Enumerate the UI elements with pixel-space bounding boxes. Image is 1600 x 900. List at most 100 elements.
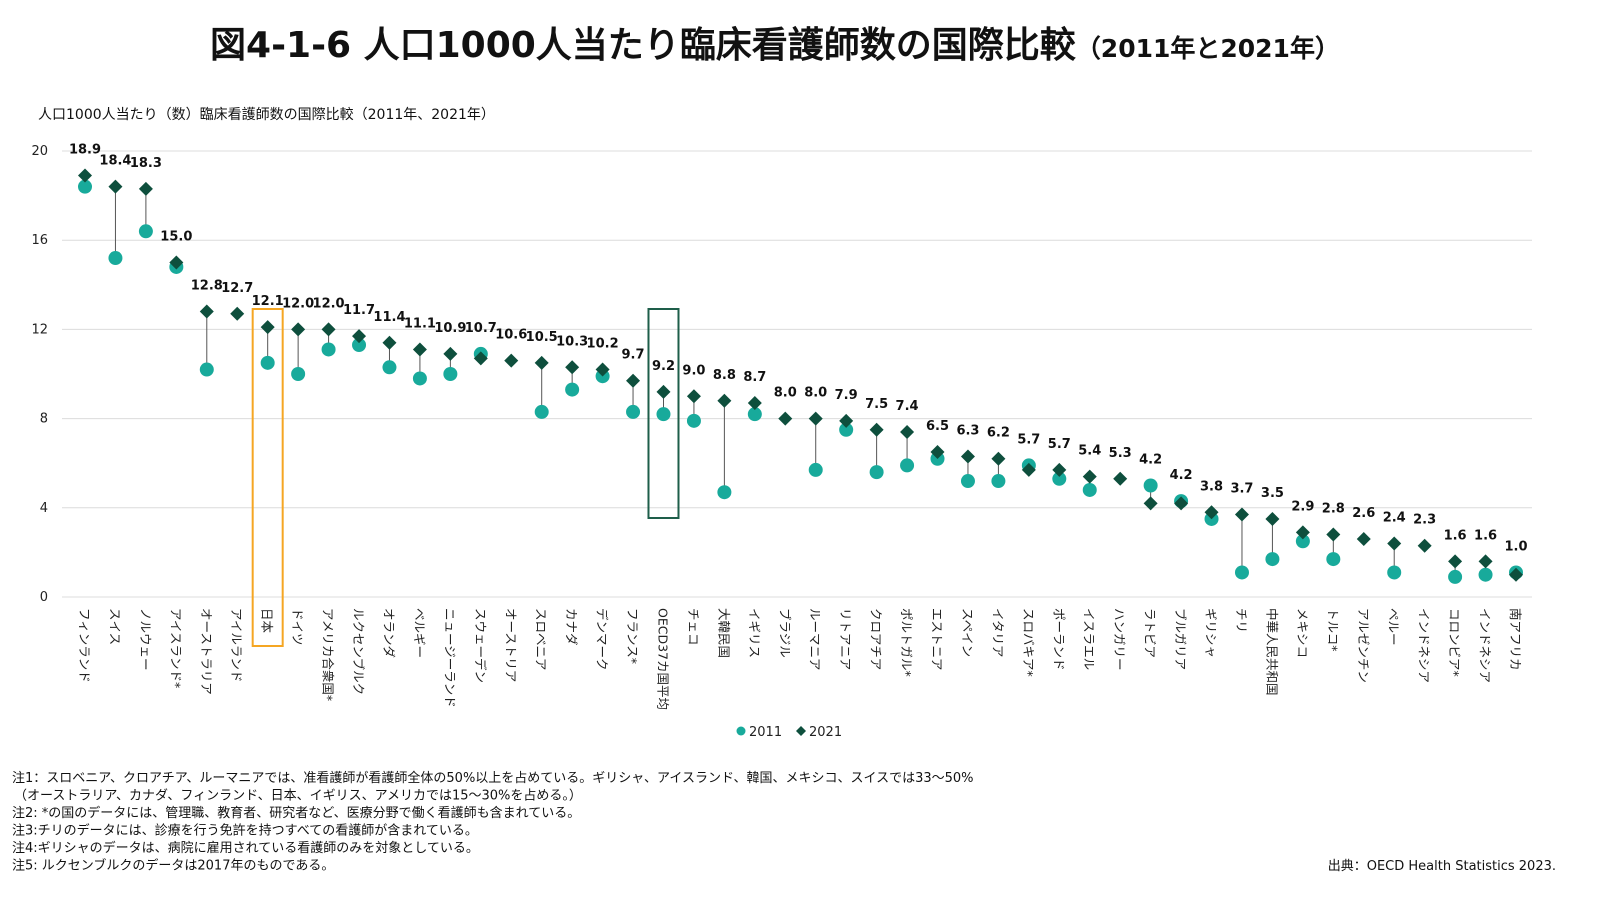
y-tick-label: 8 — [40, 412, 48, 427]
x-tick-label: イタリア — [990, 608, 1005, 658]
diamond-2021 — [321, 322, 336, 337]
x-tick-label: 大韓民国 — [716, 608, 731, 658]
x-tick-label: オーストラリア — [199, 608, 214, 695]
diamond-2021 — [1143, 496, 1158, 511]
value-label: 10.7 — [465, 321, 497, 336]
diamond-2021 — [717, 393, 732, 408]
x-tick-label: ポーランド — [1051, 608, 1066, 671]
diamond-2021 — [1234, 507, 1249, 522]
chart-title-group: 図4-1-6 人口1000人当たり臨床看護師数の国際比較（2011年と2021年… — [210, 25, 1340, 66]
diamond-2021 — [565, 360, 580, 375]
value-label: 7.5 — [865, 397, 888, 412]
dot-2011 — [321, 342, 336, 357]
value-label: 9.7 — [622, 348, 645, 363]
dot-2011 — [291, 367, 306, 381]
value-label: 5.3 — [1109, 446, 1132, 461]
x-tick-label: ブルガリア — [1173, 608, 1188, 670]
x-tick-label: ブラジル — [777, 608, 792, 658]
value-label: 3.5 — [1261, 486, 1284, 501]
x-tick-label: アイスランド* — [168, 608, 183, 688]
diamond-2021 — [808, 411, 823, 426]
value-label: 2.9 — [1291, 499, 1314, 514]
diamond-2021 — [1448, 554, 1463, 569]
x-tick-label: インドネシア — [1478, 608, 1493, 683]
diamond-2021 — [1265, 511, 1280, 526]
value-label: 3.7 — [1230, 481, 1253, 496]
value-label: 10.6 — [495, 328, 527, 343]
value-label: 8.0 — [804, 386, 827, 401]
dot-2011 — [626, 404, 641, 419]
diamond-2021 — [352, 329, 367, 344]
x-tick-label: スイス — [107, 608, 122, 645]
value-label: 18.9 — [69, 143, 101, 158]
dot-2011 — [1448, 569, 1463, 584]
diamond-2021 — [656, 384, 671, 399]
diamond-2021 — [260, 320, 275, 335]
chart-subtitle: 人口1000人当たり（数）臨床看護師数の国際比較（2011年、2021年） — [38, 107, 495, 123]
y-tick-label: 16 — [31, 233, 48, 248]
x-tick-label: 中華人民共和国 — [1264, 608, 1279, 696]
x-tick-label: チリ — [1234, 608, 1249, 633]
diamond-2021 — [1052, 462, 1067, 477]
dot-2011 — [1082, 482, 1097, 497]
diamond-2021 — [504, 353, 519, 368]
value-label: 10.5 — [526, 330, 558, 345]
dot-2011 — [1326, 552, 1341, 567]
diamond-2021 — [1082, 469, 1097, 484]
legend-label: 2011 — [749, 725, 782, 740]
value-label: 6.5 — [926, 419, 949, 434]
legend-marker — [736, 726, 746, 736]
value-label: 4.2 — [1170, 468, 1193, 483]
dot-2011 — [1295, 534, 1310, 549]
dot-2011 — [1143, 478, 1158, 493]
dot-2011 — [565, 382, 580, 397]
value-label: 10.9 — [434, 321, 466, 336]
highlight-box — [251, 308, 284, 647]
value-label: 2.3 — [1413, 513, 1436, 528]
x-tick-label: トルコ* — [1325, 608, 1340, 652]
value-label: 9.2 — [652, 359, 675, 374]
x-tick-label: ベルギー — [412, 608, 427, 658]
diamond-2021 — [930, 445, 945, 460]
value-label: 8.7 — [743, 370, 766, 385]
y-tick-label: 0 — [40, 590, 48, 605]
dot-2011 — [443, 367, 458, 381]
x-tick-label: アルゼンチン — [1356, 608, 1371, 683]
value-label: 5.4 — [1078, 444, 1101, 459]
diamond-2021 — [169, 255, 184, 270]
note: 注5: ルクセンブルクのデータは2017年のものである。 — [12, 858, 334, 874]
x-tick-label: アメリカ合衆国* — [321, 608, 336, 701]
value-label: 18.4 — [99, 154, 131, 169]
y-tick-label: 20 — [31, 144, 48, 159]
dot-2011 — [991, 474, 1006, 489]
x-tick-label: カナダ — [564, 608, 579, 646]
value-label: 12.0 — [282, 296, 314, 311]
dot-2011 — [1234, 565, 1249, 580]
x-tick-label: アイルランド — [229, 608, 244, 682]
x-tick-label: ハンガリー — [1112, 608, 1127, 671]
diamond-2021 — [1387, 536, 1402, 551]
x-tick-label: ドイツ — [290, 608, 305, 646]
highlight-box — [647, 308, 680, 519]
x-tick-label: スロバキア* — [1021, 608, 1036, 677]
diamond-2021 — [108, 179, 123, 194]
x-tick-label: ニュージーランド — [442, 608, 457, 708]
note: 注3:チリのデータには、診療を行う免許を持つすべての看護師が含まれている。 — [12, 823, 478, 839]
value-label: 12.7 — [221, 281, 253, 296]
value-label: 12.0 — [313, 296, 345, 311]
value-label: 11.1 — [404, 316, 436, 331]
diamond-2021 — [138, 181, 153, 196]
diamond-2021 — [1326, 527, 1341, 542]
x-tick-label: OECD37カ国平均 — [655, 608, 670, 710]
x-tick-label: スペイン — [960, 608, 975, 657]
dot-2011 — [412, 371, 427, 386]
dot-2011 — [747, 407, 762, 422]
diamond-2021 — [382, 335, 397, 350]
diamond-2021 — [1417, 538, 1432, 553]
diamond-2021 — [960, 449, 975, 464]
x-tick-label: リトアニア — [838, 608, 853, 670]
diamond-2021 — [778, 411, 793, 426]
dot-2011 — [839, 422, 854, 437]
source: 出典：OECD Health Statistics 2023. — [1328, 859, 1556, 874]
value-label: 10.3 — [556, 334, 588, 349]
